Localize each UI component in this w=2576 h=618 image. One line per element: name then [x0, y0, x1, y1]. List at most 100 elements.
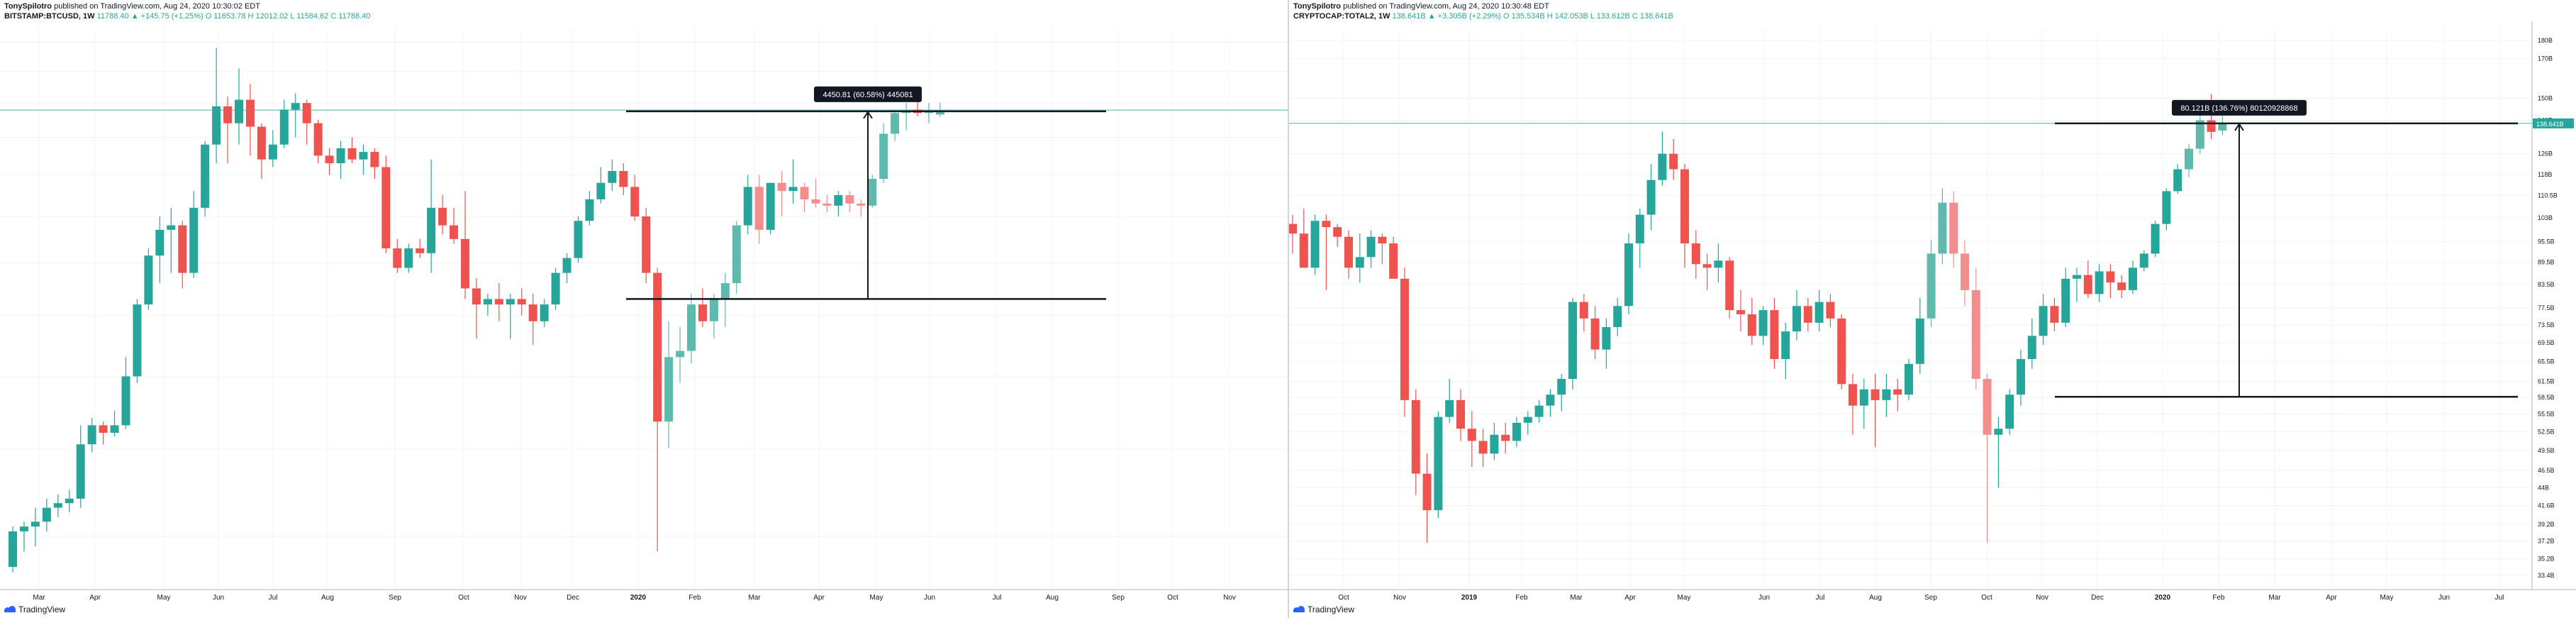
candle-body	[2218, 123, 2227, 131]
x-tick-label: Mar	[2268, 594, 2281, 602]
candle-body	[53, 503, 62, 508]
tradingview-logo-icon	[1293, 606, 1305, 613]
x-tick-label: Jul	[2495, 594, 2504, 602]
candle-body	[698, 304, 707, 321]
candle-body	[325, 155, 334, 164]
candle-body	[19, 526, 28, 531]
x-tick-label: Apr	[1624, 594, 1636, 602]
candle-body	[1702, 264, 1712, 268]
x-tick-label: Jul	[1816, 594, 1825, 602]
candle-body	[472, 288, 481, 305]
candle-body	[1758, 310, 1768, 336]
measure-label-text: 80.121B (136.76%) 80120928868	[2180, 104, 2297, 113]
publish-info: published on TradingView.com, Aug 24, 20…	[54, 2, 260, 11]
candle-body	[245, 99, 255, 127]
candle-body	[709, 299, 718, 321]
x-tick-label: Feb	[688, 594, 701, 602]
candle-body	[2050, 306, 2059, 323]
candle-body	[879, 133, 888, 180]
x-tick-label: Jul	[269, 594, 278, 602]
candle-body	[935, 110, 944, 115]
x-tick-label: Mar	[1570, 594, 1583, 602]
y-tick-label: 103B	[2538, 214, 2553, 221]
y-tick-label: 126B	[2538, 150, 2553, 158]
y-tick-label: 89.5B	[2538, 259, 2555, 266]
candle-body	[2095, 271, 2104, 294]
candle-body	[110, 425, 119, 433]
candle-body	[2129, 267, 2137, 290]
candle-body	[2185, 148, 2193, 170]
y-tick-label: 73.5B	[2538, 321, 2555, 329]
candle-body	[1333, 227, 1342, 237]
candle-body	[1299, 233, 1308, 268]
candle-body	[743, 187, 752, 226]
candle-body	[1568, 302, 1577, 380]
y-tick-label: 49.5B	[2538, 447, 2555, 454]
candle-body	[1557, 379, 1566, 395]
candle-body	[155, 229, 165, 256]
candle-body	[2027, 336, 2036, 360]
footer-label: TradingView	[18, 605, 66, 614]
candle-body	[2106, 271, 2115, 283]
x-tick-label: May	[157, 594, 171, 602]
candle-body	[2117, 282, 2126, 290]
x-tick-label: Oct	[458, 594, 469, 602]
candle-body	[1602, 326, 1611, 350]
candle-body	[133, 304, 142, 377]
author-name: TonySpilotro	[1293, 2, 1342, 11]
candle-body	[1400, 278, 1409, 400]
candle-body	[2083, 275, 2092, 294]
candle-body	[1770, 310, 1779, 360]
candle-body	[1456, 399, 1465, 429]
candle-body	[2039, 306, 2048, 336]
candle-body	[313, 123, 323, 156]
total2-candlestick-chart[interactable]: 180B170B150B140B126B118B110.5B103B95.5B8…	[1289, 0, 2576, 618]
x-tick-label: Sep	[1112, 594, 1125, 602]
y-tick-label: 95.5B	[2538, 238, 2555, 245]
symbol-label: BITSTAMP:BTCUSD, 1W	[4, 12, 95, 21]
y-tick-label: 69.5B	[2538, 339, 2555, 346]
candle-body	[1915, 318, 1924, 364]
candle-body	[1849, 384, 1857, 406]
candle-body	[777, 182, 786, 192]
candle-body	[653, 272, 662, 422]
candle-body	[517, 299, 526, 305]
y-tick-label: 44B	[2538, 484, 2549, 491]
candle-body	[754, 187, 764, 230]
x-tick-label: Nov	[2036, 594, 2048, 602]
x-tick-label: May	[1678, 594, 1691, 602]
candle-body	[574, 221, 583, 258]
ohlc-readout: 11788.40 ▲ +145.75 (+1.25%) O 11653.78 H…	[96, 12, 371, 21]
candle-body	[1826, 302, 1835, 319]
panel-divider	[1288, 0, 1289, 618]
x-tick-label: Oct	[1167, 594, 1178, 602]
candle-body	[427, 207, 436, 253]
candle-body	[596, 182, 606, 199]
candle-body	[630, 187, 640, 217]
candle-body	[1927, 253, 1936, 319]
candle-body	[1680, 169, 1689, 244]
tradingview-footer: TradingView	[1293, 605, 1354, 614]
candle-body	[551, 272, 560, 305]
y-tick-label: 52.5B	[2538, 428, 2555, 435]
candle-body	[2207, 120, 2216, 132]
candle-body	[494, 299, 503, 305]
candle-body	[608, 170, 617, 183]
candle-body	[30, 522, 40, 527]
total2-chart-panel[interactable]: TonySpilotro published on TradingView.co…	[1289, 0, 2576, 618]
candle-body	[506, 299, 515, 305]
candle-body	[1467, 429, 1476, 441]
candle-body	[2173, 169, 2182, 192]
measure-label-text: 4450.81 (60.58%) 445081	[823, 91, 913, 99]
btc-chart-panel[interactable]: TonySpilotro published on TradingView.co…	[0, 0, 1288, 618]
candle-body	[1736, 310, 1745, 314]
measure-label-box	[2172, 99, 2307, 116]
btc-candlestick-chart[interactable]: Mar Apr May Jun Jul Aug Sep Oct Nov Dec 2020 Feb Mar…	[0, 0, 1288, 618]
candle-body	[1747, 314, 1756, 336]
candle-body	[1344, 236, 1353, 268]
candle-body	[642, 216, 651, 273]
tradingview-logo-icon	[4, 606, 16, 613]
candle-body	[121, 376, 130, 426]
candle-body	[1893, 389, 1902, 395]
x-tick-label: Nov	[1393, 594, 1406, 602]
